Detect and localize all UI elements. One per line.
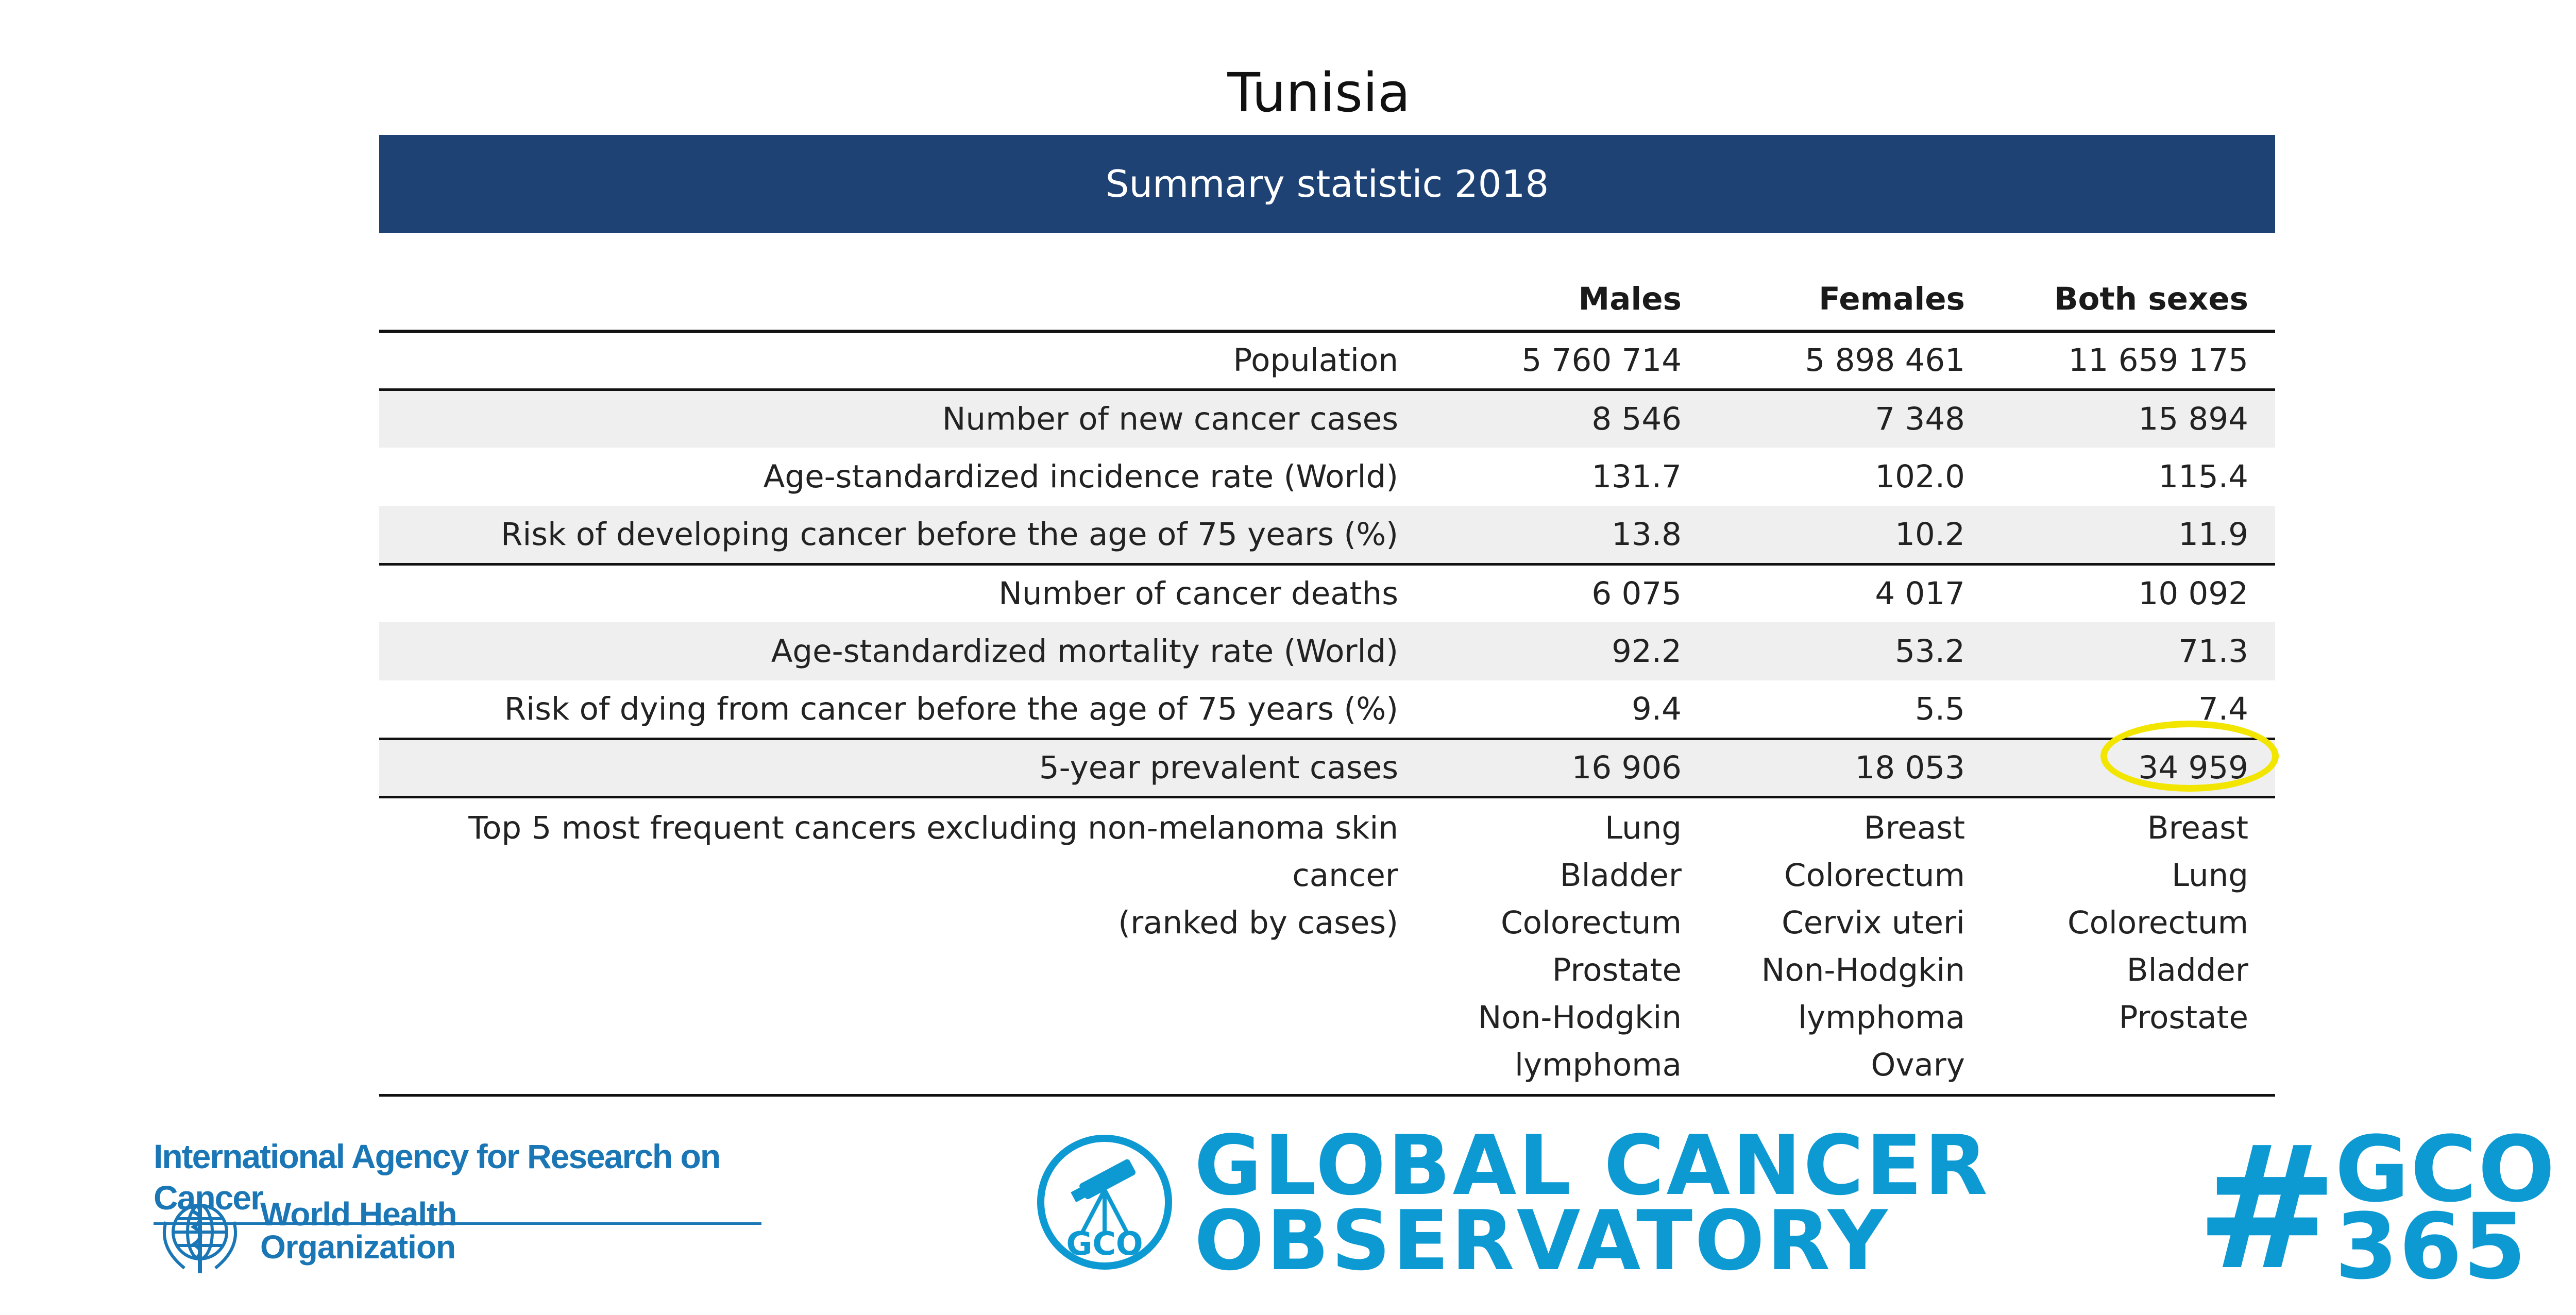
hashtag-line1: GCO: [2335, 1117, 2556, 1222]
header-both-sexes: Both sexes: [2054, 280, 2248, 317]
cell-females: 18 053: [1708, 739, 1992, 797]
top5-label-sub: (ranked by cases): [1118, 904, 1398, 941]
row-label: 5-year prevalent cases: [379, 739, 1425, 797]
table-row: Age-standardized mortality rate (World) …: [379, 622, 2275, 680]
who-logo-text: World Health Organization: [260, 1198, 457, 1263]
highlighted-value: 34 959: [2100, 721, 2279, 792]
summary-table: Males Females Both sexes Population 5 76…: [379, 268, 2279, 1097]
cell-males: 13.8: [1425, 506, 1708, 564]
list-item: lymphoma: [1515, 1046, 1682, 1083]
list-item: Bladder: [2126, 951, 2248, 988]
gco-title-line2: OBSERVATORY: [1194, 1192, 1890, 1289]
list-item: Bladder: [1560, 857, 1682, 894]
list-item: Ovary: [1871, 1046, 1965, 1083]
cell-males: 5 760 714: [1521, 342, 1682, 379]
row-label: Number of cancer deaths: [998, 575, 1398, 612]
table-header-row: Males Females Both sexes: [379, 268, 2275, 331]
gco-title-line1: GLOBAL CANCER: [1194, 1117, 1990, 1214]
table-row: Risk of dying from cancer before the age…: [379, 680, 2275, 739]
cell-both: 71.3: [1992, 622, 2275, 680]
gco-title: GLOBAL CANCER OBSERVATORY: [1194, 1117, 1990, 1289]
yellow-circle-annotation: [2100, 721, 2279, 792]
table-row: Number of new cancer cases 8 546 7 348 1…: [379, 389, 2275, 448]
list-item: Colorectum: [1784, 857, 1965, 894]
list-item: Lung: [1605, 809, 1682, 846]
header-females: Females: [1819, 280, 1965, 317]
row-label: Age-standardized mortality rate (World): [379, 622, 1425, 680]
row-label: Number of new cancer cases: [379, 389, 1425, 448]
top5-males: Lung Bladder Colorectum Prostate Non-Hod…: [1425, 797, 1708, 1095]
cell-both: 15 894: [1992, 389, 2275, 448]
cell-females: 4 017: [1875, 575, 1965, 612]
cell-males: 9.4: [1631, 690, 1682, 727]
cell-females: 5.5: [1914, 690, 1965, 727]
gco-badge-text: GCO: [1066, 1225, 1143, 1262]
cell-females: 53.2: [1708, 622, 1992, 680]
list-item: lymphoma: [1798, 999, 1965, 1036]
gco-telescope-badge-icon: GCO: [1037, 1135, 1172, 1270]
cell-females: 5 898 461: [1805, 342, 1965, 379]
list-item: Colorectum: [2067, 904, 2248, 941]
header-males: Males: [1578, 280, 1682, 317]
cell-males: 131.7: [1591, 458, 1682, 495]
cell-males: 6 075: [1591, 575, 1682, 612]
cell-females: 10.2: [1708, 506, 1992, 564]
cell-males: 16 906: [1425, 739, 1708, 797]
summary-banner: Summary statistic 2018: [379, 135, 2275, 233]
list-item: Prostate: [1552, 951, 1682, 988]
who-line1: World Health: [260, 1196, 457, 1233]
who-emblem-icon: [163, 1197, 237, 1273]
list-item: Non-Hodgkin: [1478, 999, 1682, 1036]
table-row: Age-standardized incidence rate (World) …: [379, 448, 2275, 506]
list-item: Cervix uteri: [1782, 904, 1965, 941]
who-line2: Organization: [260, 1228, 456, 1266]
cell-both: 10 092: [2138, 575, 2248, 612]
list-item: Breast: [1863, 809, 1965, 846]
page-title: Tunisia: [1227, 61, 1411, 124]
top5-label: Top 5 most frequent cancers excluding no…: [468, 809, 1398, 894]
table-row: Population 5 760 714 5 898 461 11 659 17…: [379, 331, 2275, 389]
hashtag-symbol: #: [2196, 1109, 2340, 1307]
hashtag-line2: 365: [2335, 1194, 2528, 1300]
cell-both: 115.4: [2158, 458, 2248, 495]
table-row: Risk of developing cancer before the age…: [379, 506, 2275, 564]
list-item: Non-Hodgkin: [1761, 951, 1965, 988]
list-item: Lung: [2172, 857, 2248, 894]
cell-males: 92.2: [1425, 622, 1708, 680]
cell-females: 7 348: [1708, 389, 1992, 448]
row-label: Top 5 most frequent cancers excluding no…: [379, 797, 1425, 1095]
cell-females: 102.0: [1875, 458, 1965, 495]
list-item: Colorectum: [1501, 904, 1682, 941]
top5-both: Breast Lung Colorectum Bladder Prostate: [1992, 797, 2275, 1095]
row-label: Risk of developing cancer before the age…: [379, 506, 1425, 564]
top5-row: Top 5 most frequent cancers excluding no…: [379, 797, 2275, 1095]
cell-males: 8 546: [1425, 389, 1708, 448]
row-label: Age-standardized incidence rate (World): [763, 458, 1398, 495]
top5-females: Breast Colorectum Cervix uteri Non-Hodgk…: [1708, 797, 1992, 1095]
cell-both: 11 659 175: [2068, 342, 2248, 379]
table-row: 5-year prevalent cases 16 906 18 053 34 …: [379, 721, 2279, 797]
table-row: Number of cancer deaths 6 075 4 017 10 0…: [379, 564, 2275, 622]
cell-both: 11.9: [1992, 506, 2275, 564]
cell-both: 34 959: [1992, 721, 2279, 797]
row-label: Risk of dying from cancer before the age…: [504, 690, 1398, 727]
list-item: Prostate: [2119, 999, 2248, 1036]
row-label: Population: [1233, 342, 1399, 379]
list-item: Breast: [2147, 809, 2248, 846]
header-empty: [379, 268, 1425, 331]
